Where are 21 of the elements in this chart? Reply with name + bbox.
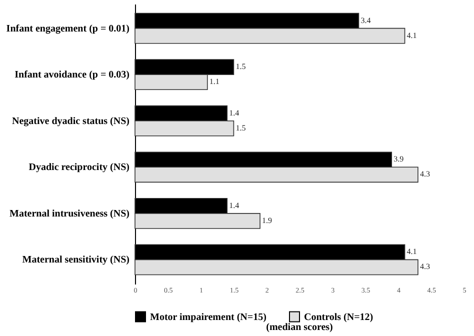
data-label: 4.1 [406,247,417,256]
data-label: 1.4 [229,108,240,118]
legend-label: Motor impairement (N=15) [150,312,266,323]
y-tick-label: Infant avoidance (p = 0.03) [14,70,130,81]
y-tick-label: Negative dyadic status (NS) [12,116,130,127]
data-label: 4.3 [420,262,430,272]
text: (median scores) [266,322,333,333]
data-label: 1.5 [236,62,246,72]
data-label: 1.4 [229,200,240,210]
legend-label: Controls (N=12) [304,312,374,323]
y-tick-label: Maternal intrusiveness (NS) [10,208,130,220]
data-label: 1.1 [209,77,220,86]
data-label: 1.5 [236,123,246,132]
data-label: 4.3 [420,170,430,179]
y-tick-label: Dyadic reciprocity (NS) [28,162,130,174]
y-tick-label: Infant engagement (p = 0.01) [6,23,130,34]
data-label: 1.9 [262,216,272,225]
data-label: 4.1 [406,30,417,40]
y-tick-label: Maternal sensitivity (NS) [22,254,130,266]
data-label: 3.9 [394,154,404,164]
data-label: 3.4 [360,16,371,25]
